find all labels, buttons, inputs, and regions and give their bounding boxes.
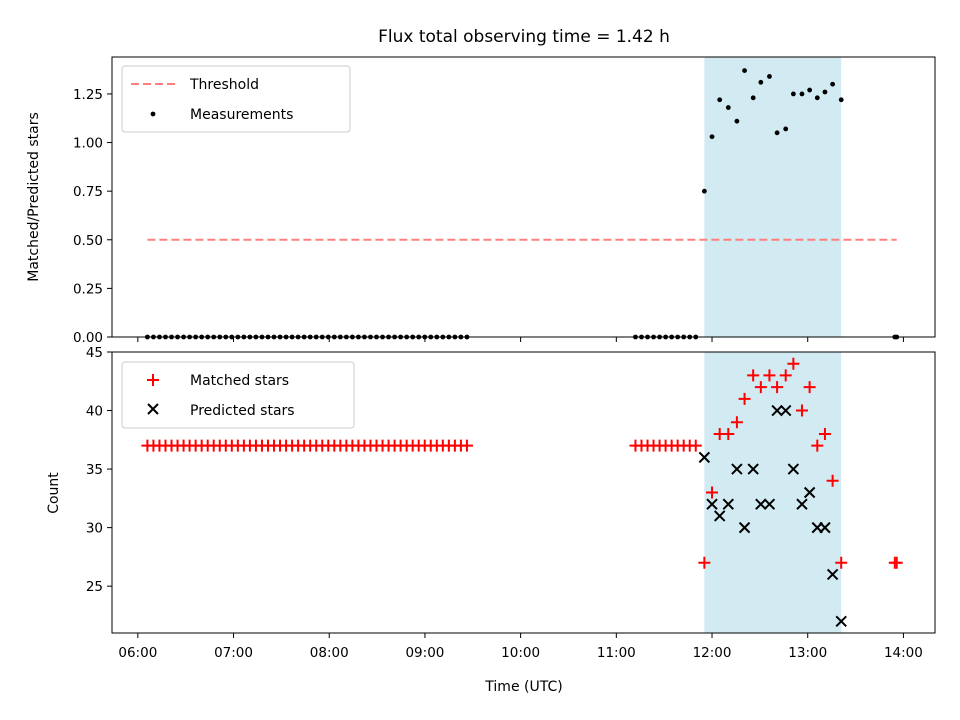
measurement-point [742, 68, 747, 74]
measurement-point [783, 126, 789, 132]
y-tick-label: 35 [86, 462, 103, 478]
x-axis-label: Time (UTC) [484, 679, 562, 695]
predicted-stars-point [731, 463, 743, 475]
measurement-point [717, 97, 723, 103]
predicted-stars-point [803, 486, 816, 499]
y-tick-label: 0.00 [73, 330, 103, 346]
predicted-stars-point [722, 498, 735, 510]
matched-stars-point [689, 439, 702, 452]
predicted-stars-point [713, 510, 726, 522]
legend-matched-swatch [147, 374, 159, 386]
ratio-y-axis-label: Matched/Predicted stars [26, 112, 42, 282]
predicted-stars-point [787, 463, 800, 475]
predicted-stars-point [796, 498, 808, 510]
measurement-point [767, 74, 772, 79]
x-tick-label: 13:00 [788, 645, 827, 661]
count-panel: 25 30 35 40 45 06:00 07:00 08:00 09:00 10:00 11:00… [46, 345, 936, 695]
legend-matched-label: Matched stars [190, 373, 289, 389]
observing-span [704, 352, 842, 633]
matched-stars-point [747, 369, 760, 382]
measurement-point [822, 89, 828, 95]
predicted-stars-point [738, 521, 751, 534]
legend-threshold-label: Threshold [189, 77, 259, 93]
chart-title: Flux total observing time = 1.42 h [378, 27, 670, 47]
predicted-stars-point [698, 451, 711, 464]
legend-predicted-swatch [147, 403, 159, 415]
y-tick-label: 0.25 [73, 281, 103, 297]
matched-stars-point [795, 404, 808, 417]
measurement-point [814, 95, 820, 101]
count-y-axis-label: Count [46, 472, 62, 514]
x-tick-label: 09:00 [405, 645, 444, 661]
y-tick-label: 1.00 [73, 136, 103, 152]
measurement-point [830, 81, 836, 87]
matched-stars-point [787, 357, 800, 370]
predicted-stars-point [780, 404, 792, 417]
measurement-point [709, 134, 715, 140]
matched-stars-point [835, 556, 848, 569]
matched-stars-point [779, 369, 792, 382]
x-tick-label: 06:00 [118, 645, 157, 661]
count-legend-box [121, 361, 355, 429]
matched-stars-point [890, 556, 903, 569]
y-tick-label: 40 [86, 404, 103, 420]
predicted-stars-point [747, 463, 759, 475]
legend-predicted-label: Predicted stars [190, 403, 295, 419]
measurement-point [758, 79, 764, 85]
y-tick-label: 0.75 [73, 184, 103, 200]
ratio-panel-frame [111, 56, 936, 338]
matched-stars-point [722, 427, 735, 440]
matched-stars-point [460, 439, 473, 452]
measurement-point [725, 105, 731, 110]
predicted-stars-point [763, 498, 776, 510]
x-tick-label: 11:00 [597, 645, 636, 661]
matched-stars-point [803, 381, 816, 394]
predicted-stars-point [771, 404, 783, 417]
matched-stars-point [730, 416, 743, 429]
y-tick-label: 0.50 [73, 233, 103, 249]
measurement-point [774, 130, 780, 136]
predicted-stars-point [819, 521, 831, 534]
ratio-legend-box [121, 65, 351, 133]
legend-measurements-swatch [150, 111, 156, 117]
measurement-point [790, 91, 796, 97]
y-tick-label: 30 [86, 521, 103, 537]
ratio-legend: Threshold Measurements [121, 65, 351, 133]
predicted-stars-point [755, 498, 767, 510]
legend-measurements-label: Measurements [190, 107, 293, 123]
measurement-point [734, 118, 740, 124]
matched-stars-point [811, 439, 824, 452]
x-tick-label: 07:00 [214, 645, 253, 661]
measurement-point [750, 95, 756, 101]
measurement-point [701, 188, 707, 194]
predicted-stars-point [826, 568, 839, 581]
matched-stars-point [698, 556, 711, 569]
x-tick-label: 08:00 [310, 645, 349, 661]
matched-stars-point [826, 474, 839, 487]
ratio-panel: 0.00 0.25 0.50 0.75 1.00 1.25 Matched/Predict… [26, 56, 936, 346]
measurement-point [807, 87, 813, 93]
matched-stars-point [738, 392, 751, 405]
predicted-stars-point [706, 498, 718, 510]
x-tick-label: 12:00 [693, 645, 732, 661]
matched-stars-point [754, 381, 767, 394]
measurement-point [799, 91, 805, 97]
matched-stars-point [763, 369, 776, 382]
count-panel-frame [111, 351, 936, 634]
observing-span [704, 57, 842, 337]
measurement-point [838, 97, 844, 103]
matched-stars-point [818, 427, 831, 440]
x-tick-label: 14:00 [884, 645, 923, 661]
predicted-stars-point [835, 615, 847, 627]
count-legend: Matched stars Predicted stars [121, 361, 355, 429]
x-tick-label: 10:00 [501, 645, 540, 661]
y-tick-label: 25 [86, 579, 103, 595]
y-tick-label: 45 [86, 345, 103, 361]
matched-stars-point [771, 381, 784, 394]
y-tick-label: 1.25 [73, 87, 103, 103]
matched-stars-point [706, 486, 719, 499]
